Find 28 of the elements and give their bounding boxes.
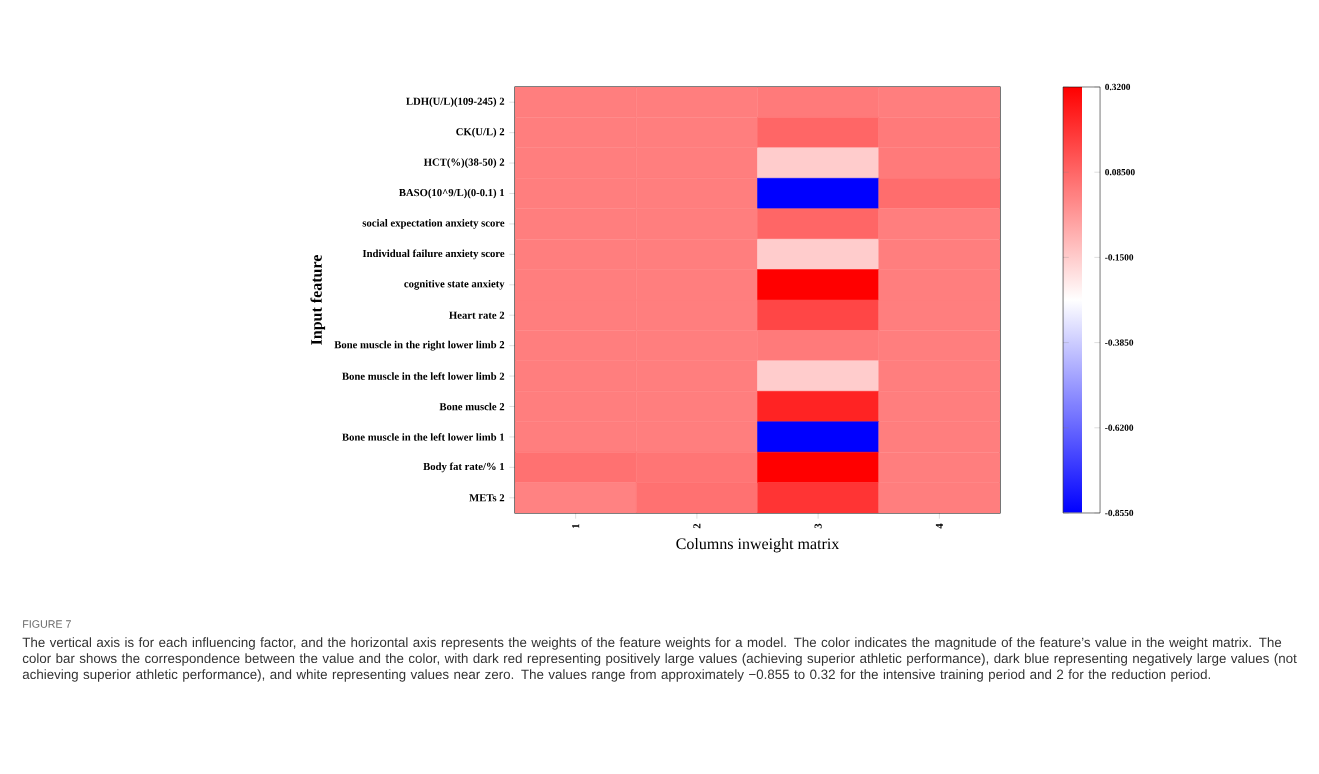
text: The vertical axis is for each influencing factor, and the horizontal axis represents the weights of the feature weights for a model. The color indicates the magnitude of the feature’s value in the weight matrix. The color bar shows the correspondence between the value and the color, with dark red representing positively large values (achieving superior athletic performance), dark blue representing negatively large values (not achieving superior athletic performance), and white representing values near zero. The values range from approximately −0.855 to 0.32 for the intensive training period and 2 for the reduction period. xyxy=(22,637,1297,682)
x-tick-label: 3 xyxy=(814,523,822,529)
y-tick-label: cognitive state anxiety xyxy=(404,279,505,290)
y-tick-label: LDH(U/L)(109-245) 2 xyxy=(406,97,505,108)
x-tick-label: 2 xyxy=(693,523,701,529)
y-tick-label: Individual failure anxiety score xyxy=(362,249,505,260)
x-axis-title: Columns inweight matrix xyxy=(676,537,840,553)
color-bar-label: -0.3850 xyxy=(1105,339,1134,346)
y-tick-label: Bone muscle in the left lower limb 2 xyxy=(342,372,505,380)
color-bar-label: -0.8550 xyxy=(1105,509,1134,517)
x-tick-label: 1 xyxy=(572,523,580,528)
color-bar-label: 0.3200 xyxy=(1105,83,1131,91)
y-tick-label: Body fat rate/% 1 xyxy=(423,462,505,473)
y-tick-label: Bone muscle 2 xyxy=(439,402,505,411)
y-tick-label: Heart rate 2 xyxy=(449,311,505,319)
y-axis-title: Input feature xyxy=(310,255,326,345)
y-tick-label: BASO(10^9/L)(0-0.1) 1 xyxy=(399,188,505,199)
color-bar-label: -0.1500 xyxy=(1105,254,1134,261)
y-tick-label: social expectation anxiety score xyxy=(362,219,505,229)
y-tick-label: CK(U/L) 2 xyxy=(456,127,505,138)
color-bar-label: -0.6200 xyxy=(1105,424,1134,431)
y-tick-label: HCT(%)(38-50) 2 xyxy=(423,158,505,168)
x-tick-label: 4 xyxy=(935,523,943,529)
y-tick-label: METs 2 xyxy=(469,494,505,502)
text: FIGURE 7 xyxy=(23,620,71,628)
y-tick-label: Bone muscle in the left lower limb 1 xyxy=(342,433,505,441)
y-tick-label: Bone muscle in the right lower limb 2 xyxy=(334,340,505,351)
color-bar-label: 0.08500 xyxy=(1105,169,1135,176)
